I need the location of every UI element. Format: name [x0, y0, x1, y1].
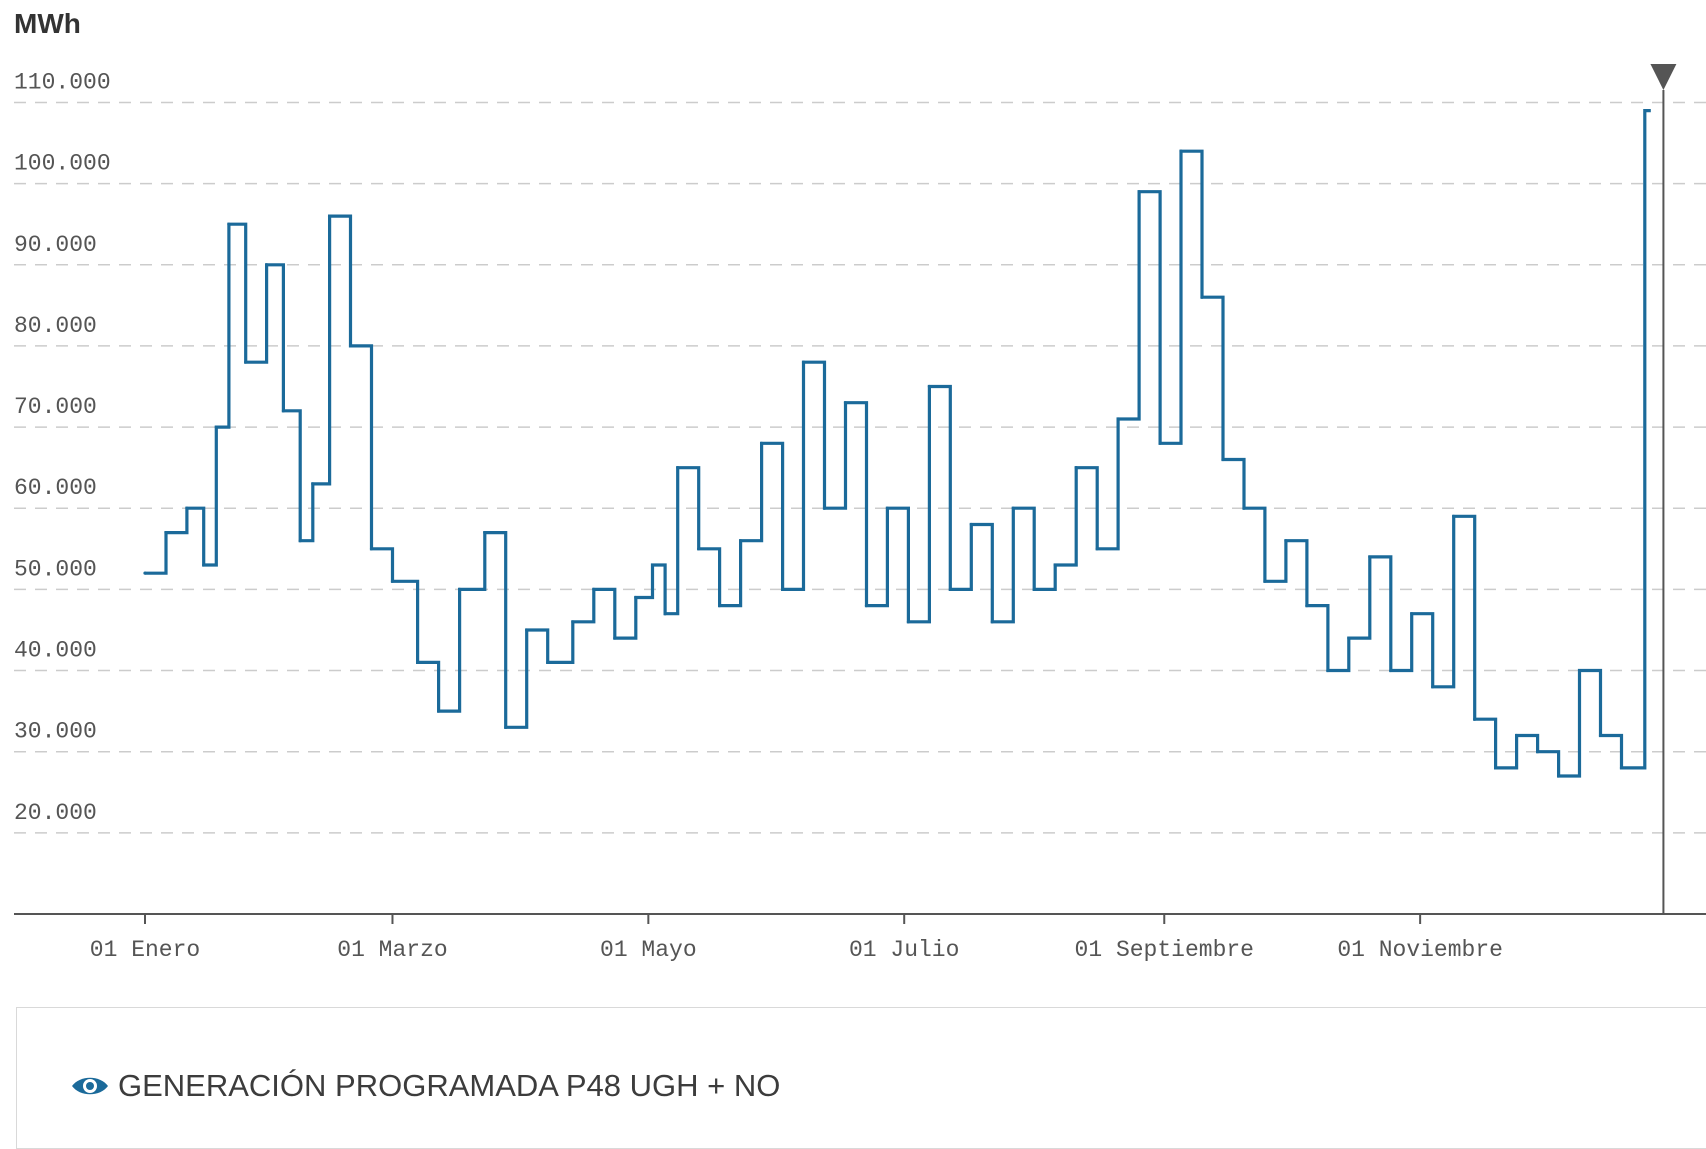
data-point	[1095, 547, 1099, 551]
data-point	[437, 709, 441, 713]
eye-icon	[72, 1077, 108, 1095]
data-point	[1074, 466, 1078, 470]
data-point	[1284, 539, 1288, 543]
data-point	[244, 360, 248, 364]
data-point	[369, 547, 374, 551]
x-tick-label: 01 Septiembre	[1075, 937, 1254, 963]
data-point	[504, 725, 508, 729]
data-point	[1410, 612, 1414, 616]
data-point	[1577, 668, 1582, 673]
data-point	[927, 384, 931, 389]
y-axis-unit-label: MWh	[14, 8, 81, 39]
data-point	[676, 466, 680, 470]
data-point	[1305, 604, 1309, 608]
x-tick-label: 01 Julio	[849, 937, 959, 963]
data-point	[864, 604, 869, 608]
data-point	[990, 620, 994, 624]
current-marker-triangle	[1650, 64, 1677, 90]
data-point	[634, 595, 638, 600]
data-point	[546, 660, 550, 665]
y-tick-label: 20.000	[14, 800, 97, 826]
data-point	[1242, 506, 1246, 510]
data-point	[759, 441, 764, 445]
data-point	[822, 506, 827, 510]
data-point	[885, 506, 890, 510]
y-tick-label: 70.000	[14, 394, 97, 420]
data-point	[416, 660, 420, 665]
data-point	[1053, 563, 1057, 567]
y-tick-label: 110.000	[14, 69, 111, 95]
data-point	[571, 620, 575, 624]
data-point	[697, 547, 701, 551]
data-point	[185, 506, 189, 510]
data-point	[1032, 587, 1036, 591]
data-point	[1347, 636, 1351, 640]
data-point	[1535, 750, 1540, 754]
data-point	[801, 360, 806, 364]
data-point	[1221, 457, 1225, 462]
data-point	[164, 530, 168, 535]
data-point	[1431, 685, 1435, 689]
y-tick-label: 40.000	[14, 638, 97, 664]
data-point	[969, 522, 973, 527]
data-point	[265, 263, 269, 267]
y-tick-label: 80.000	[14, 313, 97, 339]
data-point	[1619, 766, 1624, 770]
data-point	[1389, 668, 1393, 673]
y-tick-label: 100.000	[14, 151, 111, 177]
data-point	[613, 636, 617, 640]
data-point	[1515, 733, 1519, 738]
data-point	[327, 214, 332, 218]
data-point	[525, 628, 529, 632]
data-point	[298, 539, 302, 543]
data-point	[592, 587, 596, 591]
data-point	[1452, 514, 1456, 518]
x-tick-label: 01 Noviembre	[1337, 937, 1503, 963]
data-point	[1598, 733, 1603, 738]
data-point	[348, 344, 353, 348]
data-point	[906, 620, 911, 624]
legend-label: GENERACIÓN PROGRAMADA P48 UGH + NO	[118, 1068, 781, 1103]
data-point	[1158, 441, 1162, 445]
data-point	[1473, 717, 1477, 721]
data-point	[1011, 506, 1015, 510]
data-point	[143, 571, 147, 575]
data-point	[650, 563, 655, 567]
data-point	[663, 612, 667, 616]
data-point	[202, 563, 206, 567]
series-line	[145, 109, 1651, 778]
data-point	[780, 587, 785, 591]
chart-plot[interactable]: 20.000 30.000 40.000 50.000 60.000 70.000 80.0…	[0, 0, 1706, 1000]
data-point	[739, 539, 743, 543]
data-point	[1326, 668, 1330, 673]
data-point	[214, 425, 218, 429]
x-tick-label: 01 Marzo	[337, 937, 447, 963]
data-point	[718, 604, 722, 608]
data-point	[843, 401, 848, 405]
data-point	[457, 587, 462, 591]
data-point	[390, 579, 395, 583]
data-point	[483, 530, 487, 535]
legend-item-series[interactable]: GENERACIÓN PROGRAMADA P48 UGH + NO	[70, 1068, 780, 1104]
y-tick-label: 90.000	[14, 232, 97, 258]
data-point	[948, 587, 952, 591]
data-point	[1179, 149, 1183, 153]
y-tick-label: 30.000	[14, 719, 97, 745]
data-point	[1200, 295, 1204, 299]
data-point	[227, 222, 231, 226]
y-tick-label: 50.000	[14, 556, 97, 582]
data-point	[1368, 555, 1372, 559]
x-tick-label: 01 Enero	[90, 937, 200, 963]
data-point	[1116, 417, 1120, 421]
data-point	[1263, 579, 1267, 583]
x-tick-label: 01 Mayo	[600, 937, 697, 963]
y-tick-label: 60.000	[14, 475, 97, 501]
data-point	[1137, 190, 1141, 194]
data-point	[1556, 774, 1561, 778]
data-point	[1494, 766, 1498, 770]
data-point	[311, 482, 315, 486]
data-point	[281, 409, 286, 413]
